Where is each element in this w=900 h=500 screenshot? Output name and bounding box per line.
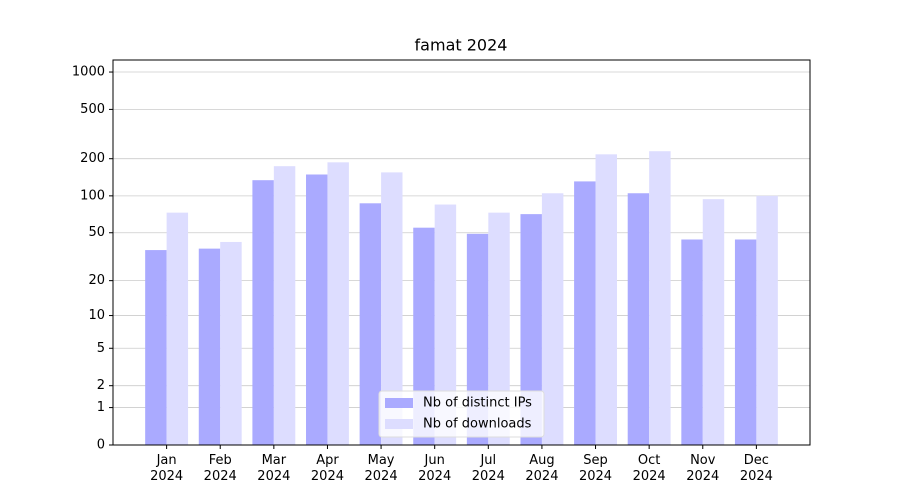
legend-label: Nb of downloads	[423, 417, 532, 432]
legend-box	[378, 390, 545, 438]
x-tick-label: Feb 2024	[203, 453, 237, 484]
bar	[359, 203, 382, 445]
legend: Nb of distinct IPs Nb of downloads	[378, 390, 545, 438]
y-tick-label: 200	[80, 151, 105, 166]
bar	[166, 212, 189, 445]
bar	[574, 181, 596, 445]
x-tick-label: Sep 2024	[578, 453, 613, 484]
bar	[252, 180, 274, 445]
y-tick-label: 0	[97, 438, 105, 453]
bar	[488, 212, 510, 445]
bar	[220, 241, 242, 445]
bar	[595, 154, 617, 446]
bar	[649, 151, 671, 445]
y-tick-label: 50	[88, 225, 105, 240]
bar	[198, 248, 221, 445]
bar	[434, 204, 457, 445]
bar	[520, 214, 542, 445]
x-tick-label: Apr 2024	[310, 453, 344, 484]
bar	[627, 193, 650, 445]
y-tick-label: 10	[88, 308, 105, 323]
bar	[756, 195, 778, 445]
legend-label: Nb of distinct IPs	[423, 396, 532, 411]
bar	[702, 199, 725, 445]
y-tick-label: 500	[80, 102, 105, 117]
x-tick-label: Jul 2024	[471, 453, 505, 484]
bar	[306, 174, 328, 445]
bar	[681, 239, 703, 445]
x-tick-label: Jun 2024	[418, 453, 452, 484]
plot-frame	[112, 59, 811, 446]
bar	[541, 193, 564, 445]
x-tick-label: Oct 2024	[632, 453, 666, 484]
x-tick-label: Mar 2024	[257, 453, 291, 484]
bar	[273, 166, 296, 445]
legend-swatch	[385, 419, 413, 429]
bar	[734, 239, 757, 445]
y-tick-label: 1000	[72, 65, 105, 80]
x-tick-label: Dec 2024	[739, 453, 773, 484]
y-tick-label: 20	[88, 273, 105, 288]
bar	[145, 250, 167, 445]
legend-swatch	[385, 398, 413, 408]
x-tick-label: Jan 2024	[150, 453, 184, 484]
bar	[327, 162, 349, 446]
y-tick-label: 100	[80, 188, 105, 203]
y-tick-label: 5	[97, 341, 105, 356]
x-tick-label: Aug 2024	[525, 453, 559, 484]
y-tick-label: 2	[97, 378, 105, 393]
y-tick-label: 1	[97, 400, 105, 415]
x-tick-label: May 2024	[364, 453, 398, 484]
x-tick-label: Nov 2024	[686, 453, 720, 484]
chart-title: famat 2024	[415, 36, 508, 55]
bar	[381, 172, 403, 445]
